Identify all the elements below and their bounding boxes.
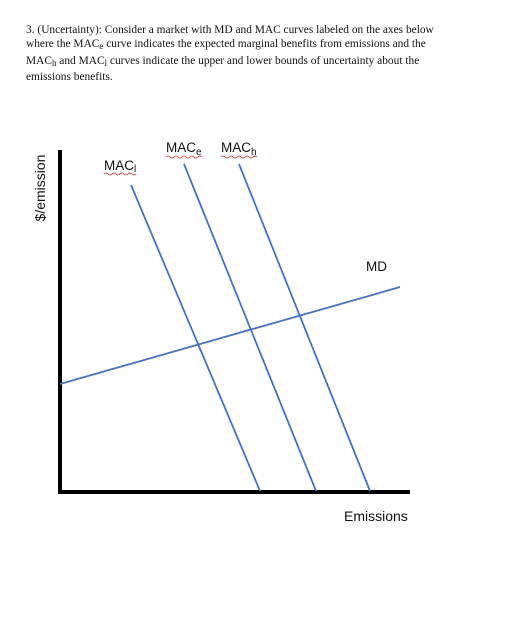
question-line-4: emissions benefits.: [26, 70, 466, 84]
question-line-2-a: where the MAC: [26, 38, 100, 51]
x-axis-label: Emissions: [344, 508, 408, 524]
question-line-3-sub-1: h: [51, 57, 57, 68]
question-line-3-a: MAC: [26, 54, 52, 67]
question-line-3-c: curves indicate the upper and lower boun…: [107, 54, 420, 67]
mac-h-label: MACh: [221, 140, 257, 158]
question-line-4-text: emissions benefits.: [26, 70, 113, 83]
question-topic: (Uncertainty):: [37, 24, 102, 36]
mac-e-label-main: MAC: [166, 140, 196, 155]
y-axis-label: $/emission: [32, 155, 48, 222]
question-line-2-b: curve indicates the expected marginal be…: [103, 38, 426, 51]
mac-h-label-sub: h: [251, 147, 257, 158]
mac-e-label-sub: e: [196, 147, 202, 158]
md-curve: [59, 286, 401, 385]
mac-h-curve: [238, 163, 371, 492]
mac-l-label-sub: l: [134, 164, 136, 175]
mac-l-curve: [130, 184, 261, 492]
question-line-3-sub-2: l: [104, 57, 108, 68]
mac-l-label: MACl: [104, 158, 136, 175]
mac-l-spellcheck-underline: [103, 172, 137, 176]
mac-h-spellcheck-underline: [220, 155, 258, 159]
question-line-1: 3. (Uncertainty): Consider a market with…: [26, 23, 466, 37]
mac-h-label-main: MAC: [221, 140, 251, 155]
mac-e-curve: [183, 163, 317, 492]
question-line-3-b: and MAC: [56, 54, 105, 67]
mac-e-spellcheck-underline: [165, 155, 203, 159]
md-label: MD: [366, 259, 387, 274]
question-line-3: MACh and MACl curves indicate the upper …: [26, 54, 466, 70]
question-line-1-rest: Consider a market with MD and MAC curves…: [104, 24, 434, 36]
question-line-2-sub: e: [99, 41, 104, 52]
mac-e-label: MACe: [166, 140, 202, 158]
mac-l-label-main: MAC: [104, 158, 134, 173]
question-text: 3. (Uncertainty): Consider a market with…: [26, 23, 466, 84]
question-line-2: where the MACe curve indicates the expec…: [26, 37, 466, 53]
question-number: 3.: [26, 24, 35, 36]
